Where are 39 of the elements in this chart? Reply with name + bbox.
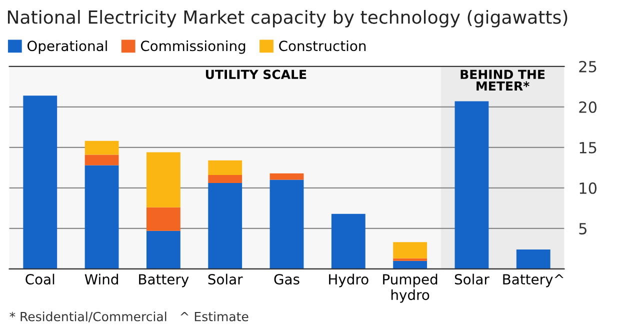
bar <box>270 173 304 180</box>
bar <box>393 260 428 269</box>
chart-title: National Electricity Market capacity by technology (gigawatts) <box>8 10 568 28</box>
legend-label: Commissioning <box>140 40 246 54</box>
legend-label: Construction <box>279 40 366 52</box>
y-tick-label: 25 <box>579 60 596 72</box>
y-tick-label: 5 <box>579 223 586 234</box>
bar <box>208 160 242 175</box>
bar <box>84 140 119 155</box>
x-tick-label: Battery <box>139 274 189 288</box>
bar <box>331 214 366 269</box>
legend-label: Operational <box>27 40 107 54</box>
bar <box>208 174 242 184</box>
bar <box>23 96 58 269</box>
x-tick-label: Solar <box>208 274 243 285</box>
annotation: UTILITY SCALE <box>206 70 306 80</box>
bar <box>454 101 489 269</box>
bar <box>393 242 428 258</box>
x-tick-label: Battery^ <box>503 274 564 288</box>
y-tick-label: 10 <box>580 182 597 194</box>
x-tick-label: Wind <box>84 274 118 285</box>
bar <box>270 180 304 269</box>
bar <box>84 165 119 269</box>
bar <box>146 207 180 231</box>
bar <box>516 249 550 269</box>
annotation: BEHIND THE METER* <box>460 70 545 91</box>
bar <box>393 258 428 261</box>
x-tick-label: Gas <box>274 274 300 285</box>
y-tick-label: 20 <box>579 101 597 113</box>
bar <box>146 230 180 269</box>
bar <box>84 154 119 166</box>
y-tick-label: 15 <box>580 142 596 154</box>
text: * Residential/Commercial ^ Estimate <box>10 312 248 322</box>
bar <box>146 152 180 208</box>
x-tick-label: Solar <box>454 274 490 285</box>
bar <box>208 183 242 269</box>
x-tick-label: Coal <box>26 274 54 285</box>
x-tick-label: Hydro <box>329 274 368 288</box>
x-tick-label: Pumped hydro <box>383 274 438 303</box>
